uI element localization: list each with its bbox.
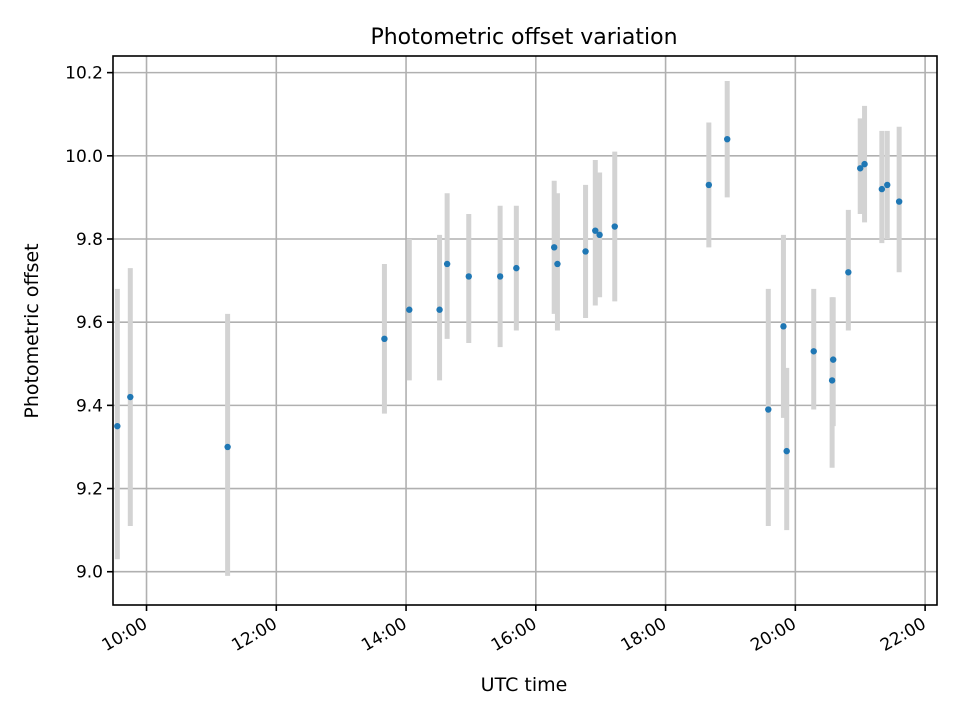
data-point xyxy=(224,443,231,451)
data-point xyxy=(783,447,790,455)
data-point xyxy=(582,248,589,255)
data-point xyxy=(828,377,836,384)
data-point xyxy=(780,323,787,330)
y-tick-label: 9.4 xyxy=(76,396,103,416)
data-point xyxy=(724,135,731,143)
y-tick-label: 9.8 xyxy=(76,230,103,250)
data-point xyxy=(436,306,443,313)
data-point xyxy=(895,198,903,205)
data-point xyxy=(857,165,864,172)
data-point xyxy=(611,223,618,230)
data-point xyxy=(127,393,134,401)
data-point xyxy=(861,160,868,168)
data-point xyxy=(465,273,472,280)
data-point xyxy=(381,335,388,343)
plot-frame xyxy=(112,55,938,606)
data-point xyxy=(513,264,520,272)
y-tick-label: 10.0 xyxy=(65,147,103,167)
data-point xyxy=(765,406,772,413)
chart-title: Photometric offset variation xyxy=(370,25,677,50)
data-point xyxy=(845,269,852,276)
data-point xyxy=(406,306,413,313)
data-point xyxy=(596,231,603,239)
x-axis-label: UTC time xyxy=(481,674,568,696)
data-point xyxy=(592,227,599,234)
data-point xyxy=(829,356,837,363)
data-points xyxy=(114,135,903,455)
data-point xyxy=(443,260,451,268)
data-point xyxy=(554,260,561,268)
grid-lines xyxy=(113,56,937,605)
data-point xyxy=(496,273,504,280)
data-point xyxy=(114,422,121,430)
data-point xyxy=(878,185,886,193)
data-point xyxy=(884,181,891,189)
y-axis-label: Photometric offset xyxy=(21,243,43,418)
y-tick-label: 9.0 xyxy=(76,563,103,583)
y-tick-label: 9.2 xyxy=(76,480,103,500)
data-point xyxy=(810,348,817,355)
data-point xyxy=(550,244,558,251)
data-point xyxy=(705,181,713,189)
y-tick-label: 9.6 xyxy=(76,313,103,333)
y-tick-label: 10.2 xyxy=(65,64,103,84)
